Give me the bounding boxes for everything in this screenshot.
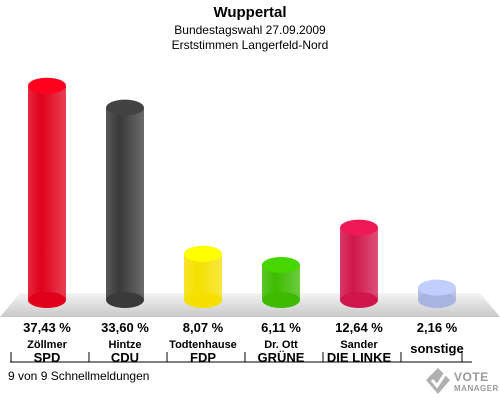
candidate-label: Hintze <box>108 339 142 351</box>
bar-sonstige <box>418 279 456 308</box>
data-label: 37,43 % <box>23 320 71 335</box>
bar-spd <box>28 77 66 308</box>
checkmark-ballot-icon <box>426 368 450 394</box>
bar-grüne <box>262 257 300 308</box>
candidate-label: Dr. Ott <box>264 339 298 351</box>
category-label: SPD <box>33 350 61 365</box>
candidate-label: Todtenhause <box>169 339 237 351</box>
data-label: 2,16 % <box>416 320 458 335</box>
category-label: sonstige <box>410 341 464 356</box>
chart-subtitle-district: Erststimmen Langerfeld-Nord <box>171 38 329 52</box>
vote-manager-logo: VOTE MANAGER <box>424 366 498 398</box>
category-label: FDP <box>190 350 216 365</box>
chart-title: Wuppertal <box>213 4 287 21</box>
footer-status: 9 von 9 Schnellmeldungen <box>8 369 150 383</box>
category-label: CDU <box>110 350 140 365</box>
chart-subtitle-election: Bundestagswahl 27.09.2009 <box>174 23 326 37</box>
category-label: DIE LINKE <box>326 350 392 365</box>
logo-text-vote: VOTE <box>454 370 489 384</box>
data-label: 12,64 % <box>335 320 383 335</box>
category-label: GRÜNE <box>257 350 305 365</box>
bar-fdp <box>184 245 222 308</box>
logo-text-manager: MANAGER <box>454 384 499 393</box>
candidate-label: Zöllmer <box>27 339 67 351</box>
bar-cdu <box>106 99 144 308</box>
data-label: 6,11 % <box>261 320 301 335</box>
data-label: 8,07 % <box>182 320 224 335</box>
data-label: 33,60 % <box>101 320 149 335</box>
candidate-label: Sander <box>340 339 378 351</box>
bar-die-linke <box>340 219 378 308</box>
